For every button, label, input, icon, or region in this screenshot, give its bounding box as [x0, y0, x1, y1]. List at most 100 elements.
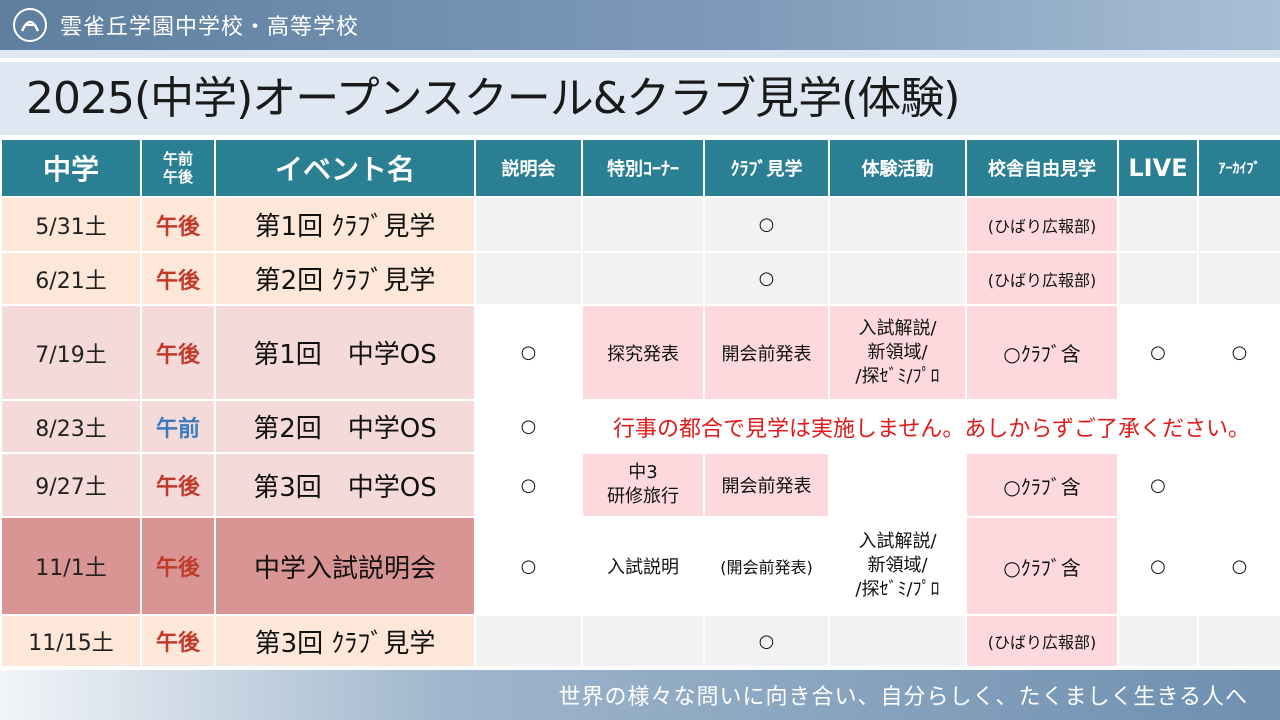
header-ampm-line2: 午後 [162, 168, 193, 186]
row-event: 第1回 ｸﾗﾌﾞ見学 [214, 196, 476, 253]
row-club: (開会前発表) [703, 516, 830, 616]
row-ampm: 午後 [140, 614, 216, 668]
row-special [581, 614, 705, 668]
header-live: LIVE [1117, 138, 1199, 198]
row-live [1117, 251, 1199, 306]
table-header-row: 中学 午前 午後 イベント名 説明会 特別ｺｰﾅｰ ｸﾗﾌﾞ見学 体験活動 校舎… [0, 138, 1280, 198]
school-name: 雲雀丘学園中学校・高等学校 [60, 15, 360, 40]
table-row: 7/19土 午後 第1回 中学OS ○ 探究発表 開会前発表 入試解説/ 新領域… [0, 304, 1280, 401]
row-experience-line: /探ｾﾞﾐ/ﾌﾟﾛ [855, 579, 940, 600]
row-ampm: 午前 [140, 399, 216, 454]
row-archive [1197, 196, 1280, 253]
row-date: 6/21土 [0, 251, 142, 306]
school-crest-icon [10, 5, 50, 45]
row-special [581, 196, 705, 253]
row-date: 5/31土 [0, 196, 142, 253]
row-experience [828, 196, 967, 253]
row-experience-line: 新領域/ [867, 341, 928, 363]
row-briefing: ○ [474, 304, 583, 401]
header-campus-tour: 校舎自由見学 [965, 138, 1119, 198]
table-row: 9/27土 午後 第3回 中学OS ○ 中3 研修旅行 開会前発表 ○ｸﾗﾌﾞ含… [0, 452, 1280, 518]
header-briefing: 説明会 [474, 138, 583, 198]
header-special-corner: 特別ｺｰﾅｰ [581, 138, 705, 198]
row-archive [1197, 614, 1280, 668]
row-archive [1197, 452, 1280, 518]
row-briefing [474, 196, 583, 253]
row-tour: (ひばり広報部) [965, 251, 1119, 306]
row-experience-line: 入試解説/ [858, 531, 937, 552]
row-tour: (ひばり広報部) [965, 614, 1119, 668]
row-experience [828, 251, 967, 306]
row-experience: 入試解説/ 新領域/ /探ｾﾞﾐ/ﾌﾟﾛ [828, 304, 967, 401]
row-special-line: 研修旅行 [607, 486, 679, 507]
header-archive: ｱｰｶｲﾌﾞ [1197, 138, 1280, 198]
row-live [1117, 196, 1199, 253]
row-live: ○ [1117, 304, 1199, 401]
header-grade: 中学 [0, 138, 142, 198]
row-event: 第2回 中学OS [214, 399, 476, 454]
row-tour: ○ｸﾗﾌﾞ含 [965, 516, 1119, 616]
row-experience-line: 入試解説/ [858, 317, 937, 339]
title-band [0, 50, 1280, 135]
row-ampm: 午後 [140, 304, 216, 401]
row-experience-line: 新領域/ [867, 555, 928, 576]
row-experience [828, 452, 967, 518]
row-ampm: 午後 [140, 516, 216, 616]
row-tour: ○ｸﾗﾌﾞ含 [965, 304, 1119, 401]
row-experience: 入試解説/ 新領域/ /探ｾﾞﾐ/ﾌﾟﾛ [828, 516, 967, 616]
row-club: ○ [703, 614, 830, 668]
row-briefing: ○ [474, 399, 583, 454]
table-row: 6/21土 午後 第2回 ｸﾗﾌﾞ見学 ○ (ひばり広報部) [0, 251, 1280, 306]
row-experience-line: /探ｾﾞﾐ/ﾌﾟﾛ [855, 365, 940, 387]
header-ampm-line1: 午前 [162, 150, 193, 168]
row-date: 9/27土 [0, 452, 142, 518]
row-live: ○ [1117, 516, 1199, 616]
row-club: ○ [703, 251, 830, 306]
row-special: 中3 研修旅行 [581, 452, 705, 518]
row-special-line: 中3 [628, 462, 658, 483]
row-date: 11/15土 [0, 614, 142, 668]
row-tour: (ひばり広報部) [965, 196, 1119, 253]
header-event-name: イベント名 [214, 138, 476, 198]
school-motto: 世界の様々な問いに向き合い、自分らしく、たくましく生きる人へ [558, 685, 1248, 710]
row-event: 第2回 ｸﾗﾌﾞ見学 [214, 251, 476, 306]
row-tour: ○ｸﾗﾌﾞ含 [965, 452, 1119, 518]
row-briefing [474, 614, 583, 668]
row-archive [1197, 251, 1280, 306]
page-title: 2025(中学)オープンスクール&クラブ見学(体験) [26, 73, 960, 124]
row-club: 開会前発表 [703, 452, 830, 518]
header-club-visit: ｸﾗﾌﾞ見学 [703, 138, 830, 198]
bottom-bar [0, 670, 1280, 720]
row-date: 7/19土 [0, 304, 142, 401]
row-date: 11/1土 [0, 516, 142, 616]
table-row: 5/31土 午後 第1回 ｸﾗﾌﾞ見学 ○ (ひばり広報部) [0, 196, 1280, 253]
row-archive: ○ [1197, 304, 1280, 401]
row-ampm: 午後 [140, 251, 216, 306]
row-event: 第3回 ｸﾗﾌﾞ見学 [214, 614, 476, 668]
row-experience [828, 614, 967, 668]
row-event: 第1回 中学OS [214, 304, 476, 401]
top-bar [0, 0, 1280, 50]
row-special: 探究発表 [581, 304, 705, 401]
row-archive: ○ [1197, 516, 1280, 616]
row-date: 8/23土 [0, 399, 142, 454]
row-live [1117, 614, 1199, 668]
row-event: 中学入試説明会 [214, 516, 476, 616]
table-row: 11/1土 午後 中学入試説明会 ○ 入試説明 (開会前発表) 入試解説/ 新領… [0, 516, 1280, 616]
row-notice: 行事の都合で見学は実施しません。あしからずご了承ください。 [581, 399, 1280, 454]
row-club: 開会前発表 [703, 304, 830, 401]
row-briefing: ○ [474, 452, 583, 518]
header-ampm: 午前 午後 [140, 138, 216, 198]
table-row: 11/15土 午後 第3回 ｸﾗﾌﾞ見学 ○ (ひばり広報部) [0, 614, 1280, 668]
row-special: 入試説明 [581, 516, 705, 616]
row-briefing: ○ [474, 516, 583, 616]
row-special [581, 251, 705, 306]
row-event: 第3回 中学OS [214, 452, 476, 518]
header-experience: 体験活動 [828, 138, 967, 198]
row-live: ○ [1117, 452, 1199, 518]
row-club: ○ [703, 196, 830, 253]
row-briefing [474, 251, 583, 306]
row-ampm: 午後 [140, 452, 216, 518]
table-row: 8/23土 午前 第2回 中学OS ○ 行事の都合で見学は実施しません。あしから… [0, 399, 1280, 454]
schedule-table: 中学 午前 午後 イベント名 説明会 特別ｺｰﾅｰ ｸﾗﾌﾞ見学 体験活動 校舎… [0, 138, 1280, 668]
